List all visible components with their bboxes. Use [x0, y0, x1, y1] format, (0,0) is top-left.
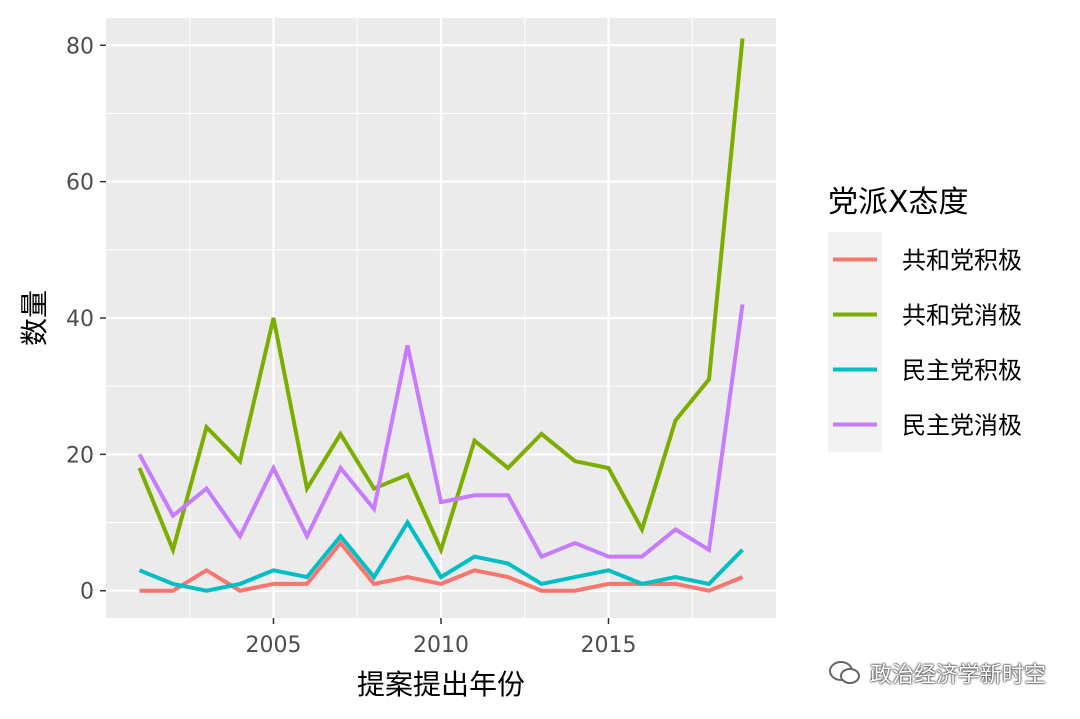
y-tick-label: 0: [80, 580, 94, 605]
legend-title: 党派X态度: [828, 185, 969, 220]
legend-label: 共和党消极: [902, 302, 1022, 330]
x-tick-label: 2005: [246, 633, 302, 658]
x-tick-label: 2015: [581, 633, 637, 658]
x-tick-label: 2010: [413, 633, 469, 658]
y-tick-label: 20: [66, 443, 94, 468]
legend-label: 共和党积极: [902, 247, 1022, 275]
series-lines: [137, 38, 745, 593]
series-line: [137, 38, 745, 557]
series-line: [138, 518, 744, 593]
legend-label: 民主党积极: [902, 357, 1022, 385]
x-axis-title: 提案提出年份: [357, 668, 525, 701]
y-tick-label: 40: [66, 307, 94, 332]
series-line: [137, 304, 745, 560]
x-axis-ticks: 2005 2010 2015: [246, 618, 637, 658]
watermark: 政治经济学新时空: [828, 657, 1046, 689]
watermark-text: 政治经济学新时空: [869, 663, 1046, 688]
y-tick-label: 80: [66, 34, 94, 59]
wechat-icon: [828, 660, 862, 686]
y-tick-label: 60: [66, 171, 94, 196]
y-axis-ticks: 0 20 40 60 80: [66, 34, 106, 605]
legend-label: 民主党消极: [902, 412, 1022, 440]
y-axis-title: 数量: [18, 290, 51, 346]
